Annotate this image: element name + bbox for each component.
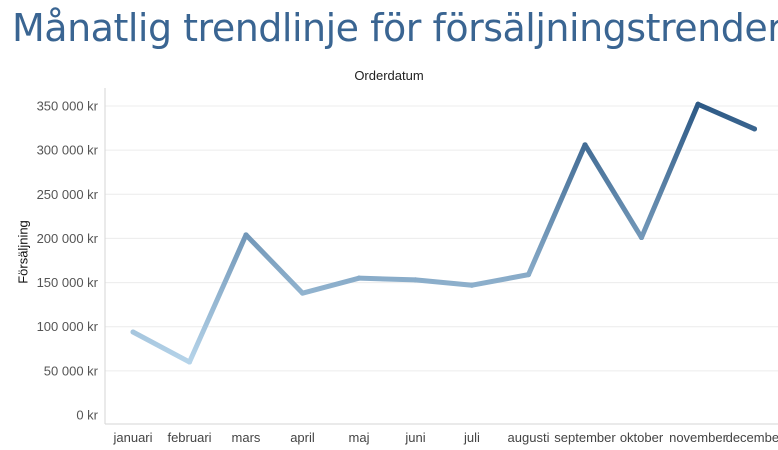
axes: 0 kr 50 000 kr 100 000 kr 150 000 kr 200 000… [37, 88, 778, 445]
data-point-maj[interactable] [356, 275, 362, 281]
series-line-segment [243, 232, 305, 296]
x-tick-label: november [669, 430, 727, 445]
data-point-augusti[interactable] [526, 272, 531, 278]
series-line-segment [356, 275, 418, 283]
data-point-juni[interactable] [413, 277, 418, 283]
x-tick-label: juni [404, 430, 425, 445]
series-line-segment [130, 329, 192, 365]
x-tick-label: april [290, 430, 315, 445]
y-tick-label: 250 000 kr [37, 187, 99, 202]
gridlines [105, 105, 778, 372]
series-line-segment [469, 272, 531, 288]
data-point-september[interactable] [582, 142, 588, 148]
y-tick-label: 200 000 kr [37, 231, 99, 246]
x-tick-label: mars [232, 430, 261, 445]
series-line-segment [187, 232, 249, 365]
data-point-januari[interactable] [130, 329, 136, 335]
x-tick-label: oktober [620, 430, 664, 445]
data-point-mars[interactable] [243, 232, 249, 238]
data-point-oktober[interactable] [639, 235, 644, 241]
x-tick-label: januari [112, 430, 152, 445]
y-tick-label: 100 000 kr [37, 319, 99, 334]
data-point-december[interactable] [752, 126, 757, 132]
data-point-juli[interactable] [469, 282, 475, 288]
y-tick-label: 300 000 kr [37, 143, 99, 158]
y-tick-label: 350 000 kr [37, 99, 99, 114]
x-tick-label: maj [349, 430, 370, 445]
series-line-segment [526, 142, 588, 278]
x-tick-label: augusti [508, 430, 550, 445]
series-line-group [130, 101, 757, 365]
chart-title: Månatlig trendlinje för försäljningstren… [12, 6, 778, 50]
y-tick-label: 50 000 kr [44, 363, 99, 378]
series-line-segment [413, 277, 475, 288]
y-tick-label: 0 kr [76, 408, 98, 423]
data-point-februari[interactable] [187, 359, 192, 365]
series-line-segment [695, 101, 757, 132]
series-line-segment [639, 101, 701, 241]
x-tick-label: december [726, 430, 778, 445]
x-tick-label: september [554, 430, 616, 445]
series-line-segment [300, 275, 362, 296]
series-line-segment [582, 142, 644, 241]
x-tick-label: februari [167, 430, 211, 445]
y-tick-label: 150 000 kr [37, 275, 99, 290]
data-point-november[interactable] [695, 101, 701, 107]
data-point-april[interactable] [300, 290, 305, 296]
x-tick-label: juli [463, 430, 480, 445]
x-axis-title: Orderdatum [354, 68, 424, 83]
